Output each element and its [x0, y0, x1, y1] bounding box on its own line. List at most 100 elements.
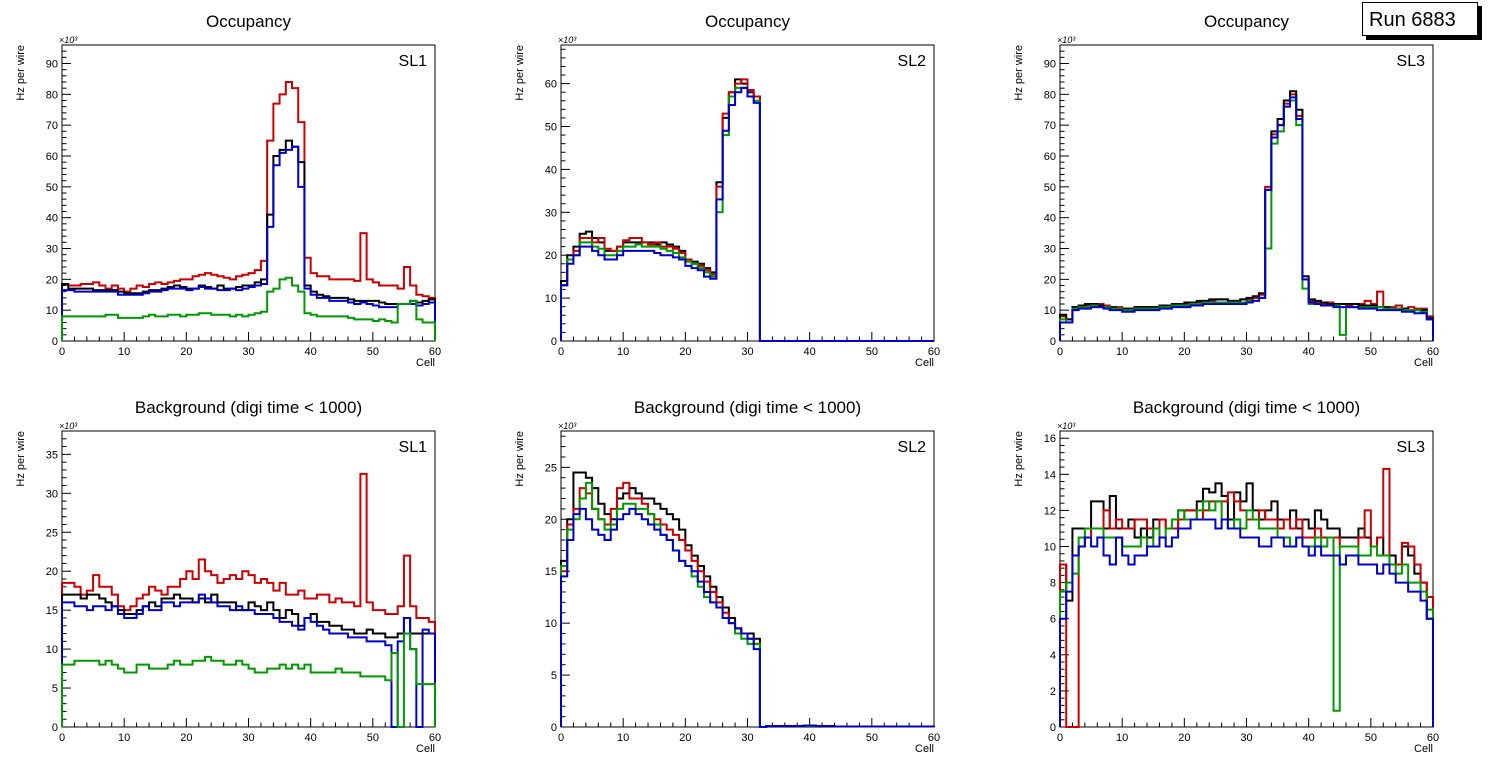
y-axis-exponent: ×10³: [59, 421, 78, 431]
y-tick-label: 15: [46, 605, 58, 617]
y-tick-label: 60: [1044, 151, 1056, 163]
x-tick-label: 0: [558, 346, 564, 358]
x-tick-label: 40: [804, 346, 816, 358]
x-axis-label: Cell: [416, 357, 435, 369]
plot-frame: [61, 44, 436, 342]
x-axis-label: Cell: [416, 743, 435, 755]
x-tick-label: 0: [59, 732, 65, 744]
series-blue-histogram: [560, 86, 934, 342]
x-tick-label: 30: [1240, 732, 1252, 744]
y-axis-label: Hz per wire: [1013, 431, 1025, 487]
y-tick-label: 90: [46, 59, 58, 71]
x-tick-label: 20: [1178, 346, 1190, 358]
y-axis-label: Hz per wire: [15, 431, 27, 487]
x-tick-label: 30: [242, 732, 254, 744]
panel-title: Background (digi time < 1000): [1133, 398, 1360, 417]
y-axis-exponent: ×10³: [558, 421, 577, 431]
series-black-histogram: [61, 593, 436, 727]
histogram-panel-6: Background (digi time < 1000) 0 10 20 30 40 50…: [1013, 398, 1439, 755]
y-axis-exponent: ×10³: [1057, 421, 1076, 431]
y-axis-exponent: ×10³: [558, 35, 577, 45]
y-tick-label: 10: [1044, 305, 1056, 317]
y-tick-label: 10: [545, 618, 557, 630]
y-tick-label: 10: [46, 305, 58, 317]
x-tick-label: 0: [558, 732, 564, 744]
y-tick-label: 5: [551, 670, 557, 682]
histogram-panel-3: Occupancy 0 10 20 30 40 50 60 0 10 20 30 40 50 60 70 80 9…: [1013, 12, 1439, 369]
x-tick-label: 60: [928, 346, 940, 358]
y-tick-label: 5: [52, 683, 58, 695]
y-tick-label: 90: [1044, 59, 1056, 71]
series-red-histogram: [61, 81, 436, 341]
series-blue-histogram: [1059, 518, 1434, 727]
y-tick-label: 40: [46, 213, 58, 225]
x-tick-label: 10: [617, 732, 629, 744]
run-number-label: Run 6883: [1362, 2, 1478, 36]
panel-title: Occupancy: [206, 12, 292, 31]
y-tick-label: 35: [46, 449, 58, 461]
y-tick-label: 6: [1050, 614, 1056, 626]
y-tick-label: 20: [545, 514, 557, 526]
x-tick-label: 50: [866, 732, 878, 744]
y-tick-label: 10: [545, 293, 557, 305]
y-tick-label: 60: [545, 79, 557, 91]
y-axis-exponent: ×10³: [59, 35, 78, 45]
x-tick-label: 60: [429, 732, 441, 744]
x-tick-label: 10: [118, 732, 130, 744]
y-axis-label: Hz per wire: [1013, 45, 1025, 101]
x-tick-label: 40: [305, 346, 317, 358]
x-tick-label: 60: [1427, 732, 1439, 744]
x-tick-label: 50: [866, 346, 878, 358]
y-tick-label: 20: [545, 250, 557, 262]
panel-title: Background (digi time < 1000): [634, 398, 861, 417]
y-tick-label: 8: [1050, 578, 1056, 590]
y-tick-label: 60: [46, 151, 58, 163]
x-tick-label: 10: [617, 346, 629, 358]
histogram-panel-4: Background (digi time < 1000)0 10 20 30 40 50…: [15, 398, 441, 755]
y-tick-label: 30: [46, 244, 58, 256]
y-tick-label: 30: [545, 207, 557, 219]
y-tick-label: 2: [1050, 686, 1056, 698]
plot-frame: [560, 430, 935, 728]
x-tick-label: 20: [1178, 732, 1190, 744]
y-axis-label: Hz per wire: [514, 431, 526, 487]
y-tick-label: 10: [1044, 542, 1056, 554]
y-tick-label: 14: [1044, 469, 1056, 481]
series-green-histogram: [560, 86, 934, 342]
x-tick-label: 0: [1057, 732, 1063, 744]
x-tick-label: 50: [367, 732, 379, 744]
x-tick-label: 50: [1365, 732, 1377, 744]
y-tick-label: 40: [1044, 213, 1056, 225]
x-tick-label: 30: [1240, 346, 1252, 358]
x-tick-label: 30: [242, 346, 254, 358]
series-black-histogram: [1059, 90, 1434, 341]
histogram-panel-5: Background (digi time < 1000)0 10 20 30 40 50…: [514, 398, 940, 755]
superlayer-label: SL3: [1397, 53, 1426, 70]
x-tick-label: 40: [1303, 732, 1315, 744]
plot-frame: [61, 430, 436, 728]
series-red-histogram: [61, 472, 436, 727]
x-axis-label: Cell: [1414, 743, 1433, 755]
x-tick-label: 20: [679, 346, 691, 358]
x-tick-label: 40: [1303, 346, 1315, 358]
x-tick-label: 20: [180, 732, 192, 744]
y-tick-label: 12: [1044, 505, 1056, 517]
y-tick-label: 0: [1050, 336, 1056, 348]
series-red-histogram: [560, 78, 934, 342]
x-tick-label: 60: [1427, 346, 1439, 358]
x-tick-label: 10: [118, 346, 130, 358]
x-tick-label: 30: [741, 732, 753, 744]
y-tick-label: 50: [1044, 182, 1056, 194]
x-axis-label: Cell: [915, 357, 934, 369]
superlayer-label: SL2: [898, 53, 927, 70]
y-tick-label: 20: [46, 274, 58, 286]
series-blue-histogram: [560, 507, 935, 728]
y-tick-label: 80: [1044, 89, 1056, 101]
y-tick-label: 30: [1044, 244, 1056, 256]
y-tick-label: 10: [46, 644, 58, 656]
x-axis-label: Cell: [915, 743, 934, 755]
superlayer-label: SL2: [898, 439, 927, 456]
superlayer-label: SL3: [1397, 439, 1426, 456]
series-green-histogram: [1059, 500, 1434, 727]
